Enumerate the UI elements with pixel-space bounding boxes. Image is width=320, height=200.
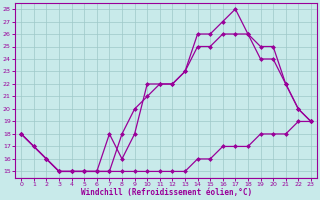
X-axis label: Windchill (Refroidissement éolien,°C): Windchill (Refroidissement éolien,°C) <box>81 188 252 197</box>
